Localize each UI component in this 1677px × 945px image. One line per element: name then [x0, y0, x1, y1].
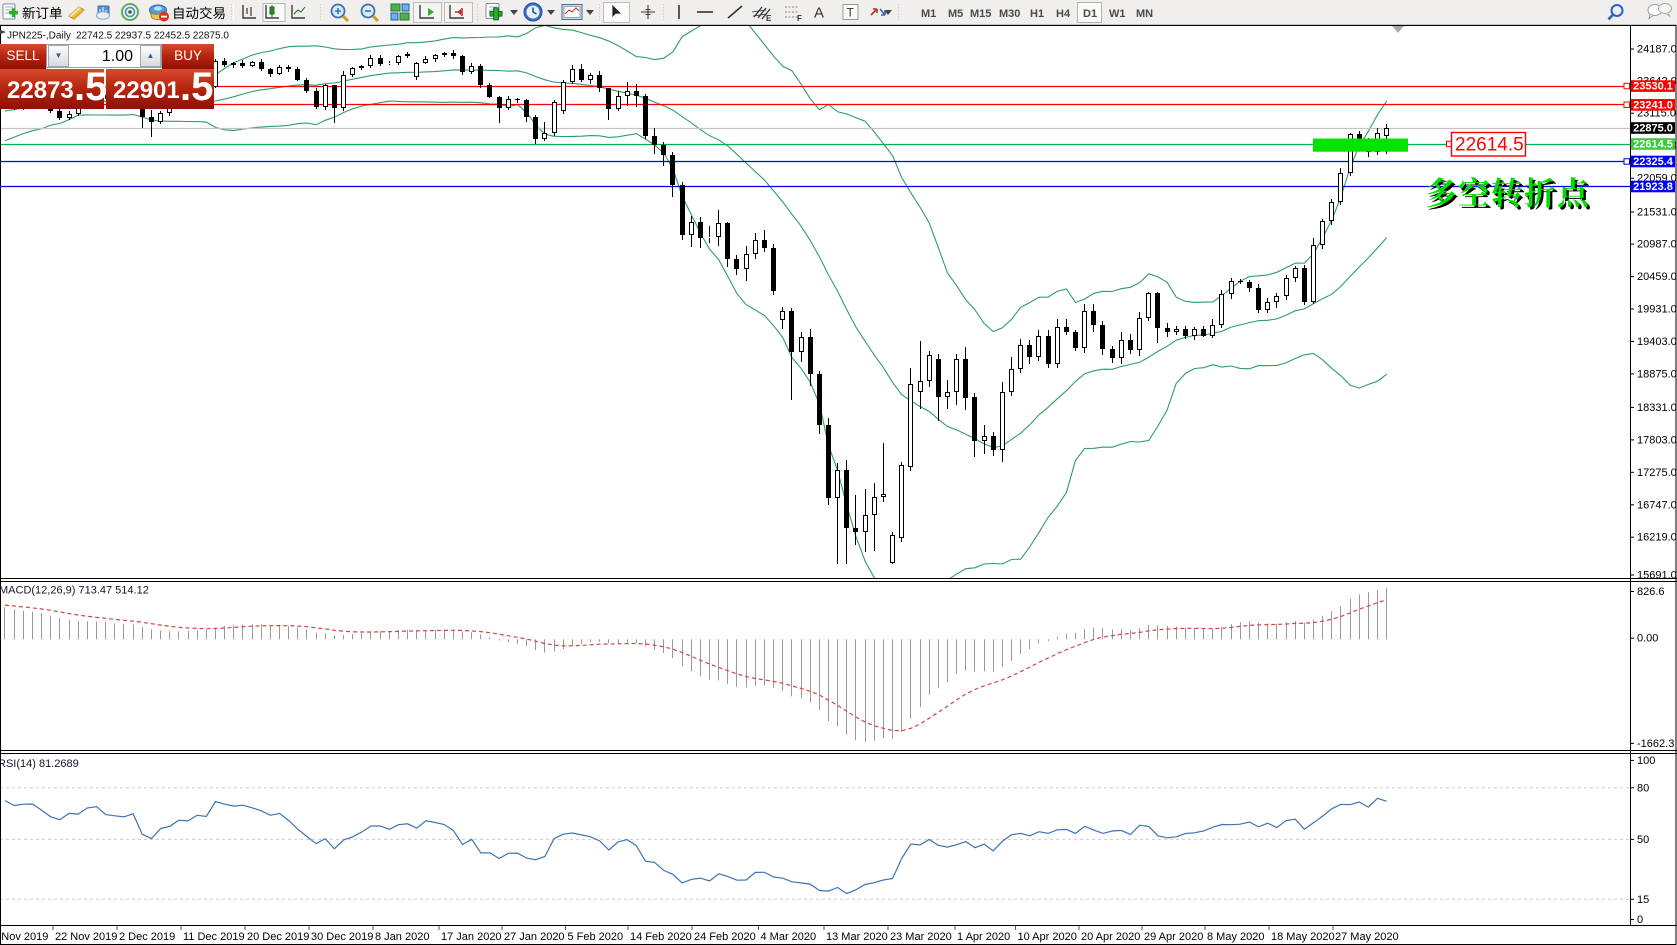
svg-text:MN: MN	[1136, 8, 1153, 20]
svg-text:18 May 2020: 18 May 2020	[1271, 931, 1335, 943]
svg-text:M30: M30	[999, 8, 1020, 20]
svg-text:T: T	[847, 6, 855, 20]
svg-text:M5: M5	[948, 8, 963, 20]
svg-text:20987.0: 20987.0	[1637, 239, 1677, 251]
svg-text:22614.5: 22614.5	[1455, 135, 1524, 156]
svg-text:21531.0: 21531.0	[1637, 207, 1677, 219]
svg-text:16747.0: 16747.0	[1637, 499, 1677, 511]
svg-text:29 Apr 2020: 29 Apr 2020	[1144, 931, 1203, 943]
svg-text:RSI(14) 81.2689: RSI(14) 81.2689	[0, 758, 79, 770]
svg-text:5 Feb 2020: 5 Feb 2020	[568, 931, 624, 943]
svg-text:0: 0	[1637, 914, 1643, 926]
svg-text:M1: M1	[921, 8, 936, 20]
svg-text:30 Dec 2019: 30 Dec 2019	[311, 931, 373, 943]
svg-text:22614.5: 22614.5	[1633, 139, 1673, 151]
svg-text:MACD(12,26,9) 713.47 514.12: MACD(12,26,9) 713.47 514.12	[0, 585, 149, 597]
svg-text:17275.0: 17275.0	[1637, 467, 1677, 479]
svg-text:17 Jan 2020: 17 Jan 2020	[441, 931, 502, 943]
svg-text:H1: H1	[1030, 8, 1044, 20]
svg-text:A: A	[814, 5, 824, 22]
svg-text:4 Mar 2020: 4 Mar 2020	[761, 931, 817, 943]
svg-text:F: F	[797, 14, 802, 23]
svg-text:24 Feb 2020: 24 Feb 2020	[694, 931, 756, 943]
svg-text:0.00: 0.00	[1637, 633, 1658, 645]
svg-text:23530.1: 23530.1	[1633, 81, 1673, 93]
svg-text:8 Jan 2020: 8 Jan 2020	[375, 931, 429, 943]
svg-text:19403.0: 19403.0	[1637, 336, 1677, 348]
svg-text:17803.0: 17803.0	[1637, 434, 1677, 446]
svg-text:20 Apr 2020: 20 Apr 2020	[1081, 931, 1140, 943]
svg-text:13 Mar 2020: 13 Mar 2020	[826, 931, 888, 943]
svg-text:E: E	[766, 14, 772, 23]
svg-text:23241.0: 23241.0	[1633, 99, 1673, 111]
svg-text:14 Feb 2020: 14 Feb 2020	[630, 931, 692, 943]
svg-text:10 Apr 2020: 10 Apr 2020	[1018, 931, 1077, 943]
svg-text:50: 50	[1637, 834, 1649, 846]
svg-text:22742.5 22937.5 22452.5 22875.: 22742.5 22937.5 22452.5 22875.0	[76, 31, 229, 42]
svg-text:23 Mar 2020: 23 Mar 2020	[890, 931, 952, 943]
svg-text:H4: H4	[1056, 8, 1071, 20]
svg-text:W1: W1	[1109, 8, 1126, 20]
svg-text:22875.0: 22875.0	[1633, 123, 1673, 135]
svg-text:15: 15	[1637, 894, 1649, 906]
svg-text:22 Nov 2019: 22 Nov 2019	[55, 931, 117, 943]
svg-text:M15: M15	[970, 8, 991, 20]
svg-text:826.6: 826.6	[1637, 586, 1665, 598]
svg-text:100: 100	[1637, 755, 1655, 767]
svg-text:16219.0: 16219.0	[1637, 532, 1677, 544]
svg-text:22325.4: 22325.4	[1633, 156, 1674, 168]
svg-text:27 May 2020: 27 May 2020	[1335, 931, 1399, 943]
svg-text:20459.0: 20459.0	[1637, 271, 1677, 283]
svg-text:-1662.3: -1662.3	[1637, 738, 1674, 750]
svg-text:15691.0: 15691.0	[1637, 570, 1677, 582]
svg-text:11 Dec 2019: 11 Dec 2019	[183, 931, 245, 943]
svg-text:18875.0: 18875.0	[1637, 368, 1677, 380]
svg-text:8 May 2020: 8 May 2020	[1207, 931, 1264, 943]
svg-text:21923.8: 21923.8	[1633, 181, 1673, 193]
svg-text:2 Dec 2019: 2 Dec 2019	[119, 931, 175, 943]
svg-text:24187.0: 24187.0	[1637, 44, 1677, 56]
svg-text:27 Jan 2020: 27 Jan 2020	[504, 931, 565, 943]
svg-text:JPN225-,Daily: JPN225-,Daily	[7, 31, 71, 42]
svg-text:13 Nov 2019: 13 Nov 2019	[0, 931, 48, 943]
svg-text:20 Dec 2019: 20 Dec 2019	[247, 931, 309, 943]
svg-text:18331.0: 18331.0	[1637, 402, 1677, 414]
svg-text:1 Apr 2020: 1 Apr 2020	[957, 931, 1010, 943]
svg-text:23115.0: 23115.0	[1637, 108, 1676, 120]
svg-text:19931.0: 19931.0	[1637, 304, 1677, 316]
svg-text:80: 80	[1637, 782, 1649, 794]
svg-text:D1: D1	[1083, 8, 1097, 20]
